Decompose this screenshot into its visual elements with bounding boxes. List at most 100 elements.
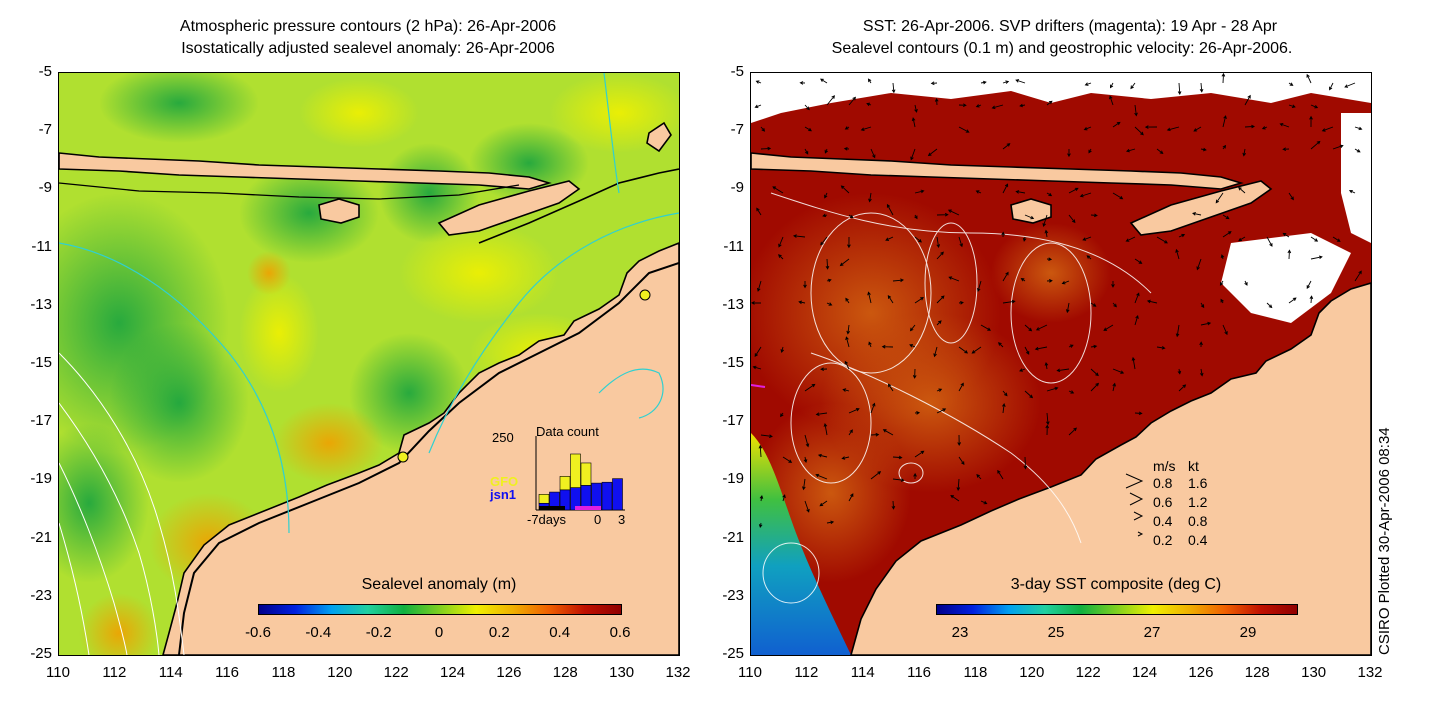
sealevel-anomaly-map [59,73,679,655]
left-x-axis-tick: 122 [383,664,409,681]
right-y-axis-tick: -25 [722,645,744,662]
left-y-axis-tick: -5 [38,63,52,80]
sst-map [751,73,1371,655]
cloud-mask [751,73,1371,323]
inset-bar-gfo [580,462,592,486]
right-y-axis-tick: -19 [722,470,744,488]
left-y-axis-tick: -11 [31,237,52,255]
anomaly-blobs [59,73,679,655]
right-title-line1: SST: 26-Apr-2006. SVP drifters (magenta)… [862,18,1278,35]
inset-y-top: 250 [492,430,514,445]
pressure-contours [59,352,185,655]
right-colorbar-title: 3-day SST composite (deg C) [1010,576,1222,593]
velocity-legend-ms: 0.2 [1153,532,1173,548]
left-x-axis-tick: 128 [552,664,578,681]
right-x-axis-tick: 120 [1019,664,1045,681]
right-x-axis-tick: 130 [1301,664,1327,681]
left-colorbar-title: Sealevel anomaly (m) [361,576,517,593]
inset-legend-gfo: GFO [490,474,519,489]
velocity-legend-ms: 0.8 [1153,475,1173,491]
credit-text: CSIRO Plotted 30-Apr-2006 08:34 [1376,427,1393,655]
inset-x-mid: 0 [594,512,602,527]
right-title-line2: Sealevel contours (0.1 m) and geostrophi… [831,40,1293,57]
inset-bar-gfo [538,494,550,504]
velocity-legend-arrows [1125,473,1144,537]
left-x-axis-tick: 110 [46,664,70,681]
drifter-track [751,384,766,388]
left-y-axis-tick: -13 [30,295,52,313]
right-y-axis-tick: -15 [722,354,744,371]
inset-bar-jsn1 [601,481,613,511]
colorbar-tick-label: -0.2 [365,624,392,641]
colorbar-tick-label: 23 [951,624,969,641]
right-x-axis-tick: 122 [1075,664,1101,681]
right-x-axis-tick: 132 [1357,664,1383,681]
inset-bar-jsn1 [591,482,602,511]
colorbar-tick-label: 0.6 [609,624,631,641]
velocity-legend-kt: 0.8 [1188,513,1208,529]
left-y-axis-tick: -9 [38,179,52,197]
colorbar-tick-label: 29 [1239,624,1257,641]
left-colorbar [258,604,622,615]
sealevel-contours [762,192,1152,604]
left-x-axis-tick: 124 [440,664,466,681]
right-colorbar [936,604,1298,615]
left-title-line2: Isostatically adjusted sealevel anomaly:… [181,40,555,57]
left-x-axis-tick: 132 [665,664,691,681]
left-y-axis-tick: -23 [30,586,52,604]
left-landmasses [59,121,679,655]
colorbar-tick-label: 0.4 [549,624,571,641]
station-markers [397,289,651,463]
velocity-legend-ms: 0.4 [1153,513,1173,529]
inset-x-left: -7days [527,512,567,527]
right-map-frame [750,72,1372,656]
sst-cool-region [751,433,851,655]
right-y-axis-tick: -7 [730,121,744,139]
velocity-legend-ms: 0.6 [1153,494,1173,510]
right-y-axis-tick: -23 [722,586,744,604]
left-y-axis-tick: -7 [38,121,52,139]
inset-bar-gfo [570,453,581,488]
left-y-axis-tick: -19 [30,470,52,488]
right-x-axis-tick: 116 [907,664,932,681]
left-map-frame [58,72,680,656]
velocity-legend-kt: 1.6 [1188,475,1208,491]
right-y-axis-tick: -21 [722,528,744,546]
left-title-line1: Atmospheric pressure contours (2 hPa): 2… [179,18,557,35]
inset-bar-jsn1 [612,478,623,511]
right-x-axis-tick: 114 [850,664,875,681]
colorbar-tick-label: 25 [1047,624,1065,641]
right-x-axis-tick: 124 [1132,664,1158,681]
left-x-axis-tick: 112 [102,664,127,681]
geostrophic-velocity-arrows [751,73,1363,529]
velocity-legend-kt: 1.2 [1188,494,1208,510]
velocity-legend-header-ms: m/s [1153,458,1176,474]
left-x-axis-tick: 130 [609,664,635,681]
inset-bar-gfo [559,476,571,491]
right-landmasses [751,152,1371,655]
left-x-axis-tick: 114 [158,664,183,681]
right-x-axis-tick: 128 [1244,664,1270,681]
colorbar-tick-label: 0.2 [488,624,510,641]
left-x-axis-tick: 126 [496,664,522,681]
right-x-axis-tick: 110 [738,664,762,681]
right-y-axis-tick: -9 [730,179,744,197]
left-y-axis-tick: -17 [30,412,52,430]
left-y-axis-tick: -15 [30,354,52,371]
right-x-axis-tick: 126 [1188,664,1214,681]
left-y-axis-tick: -25 [30,645,52,662]
colorbar-tick-label: -0.4 [305,624,332,641]
right-y-axis-tick: -13 [722,295,744,313]
inset-x-right: 3 [618,512,626,527]
inset-legend-jsn1: jsn1 [490,487,517,502]
colorbar-tick-label: 0 [434,624,444,641]
inset-title: Data count [536,424,599,439]
velocity-legend-header-kt: kt [1188,458,1199,474]
colorbar-tick-label: 27 [1143,624,1161,641]
left-x-axis-tick: 118 [271,664,296,681]
right-x-axis-tick: 118 [963,664,988,681]
right-y-axis-tick: -11 [723,237,744,255]
right-y-axis-tick: -5 [730,63,744,80]
right-x-axis-tick: 112 [794,664,819,681]
left-x-axis-tick: 116 [215,664,240,681]
